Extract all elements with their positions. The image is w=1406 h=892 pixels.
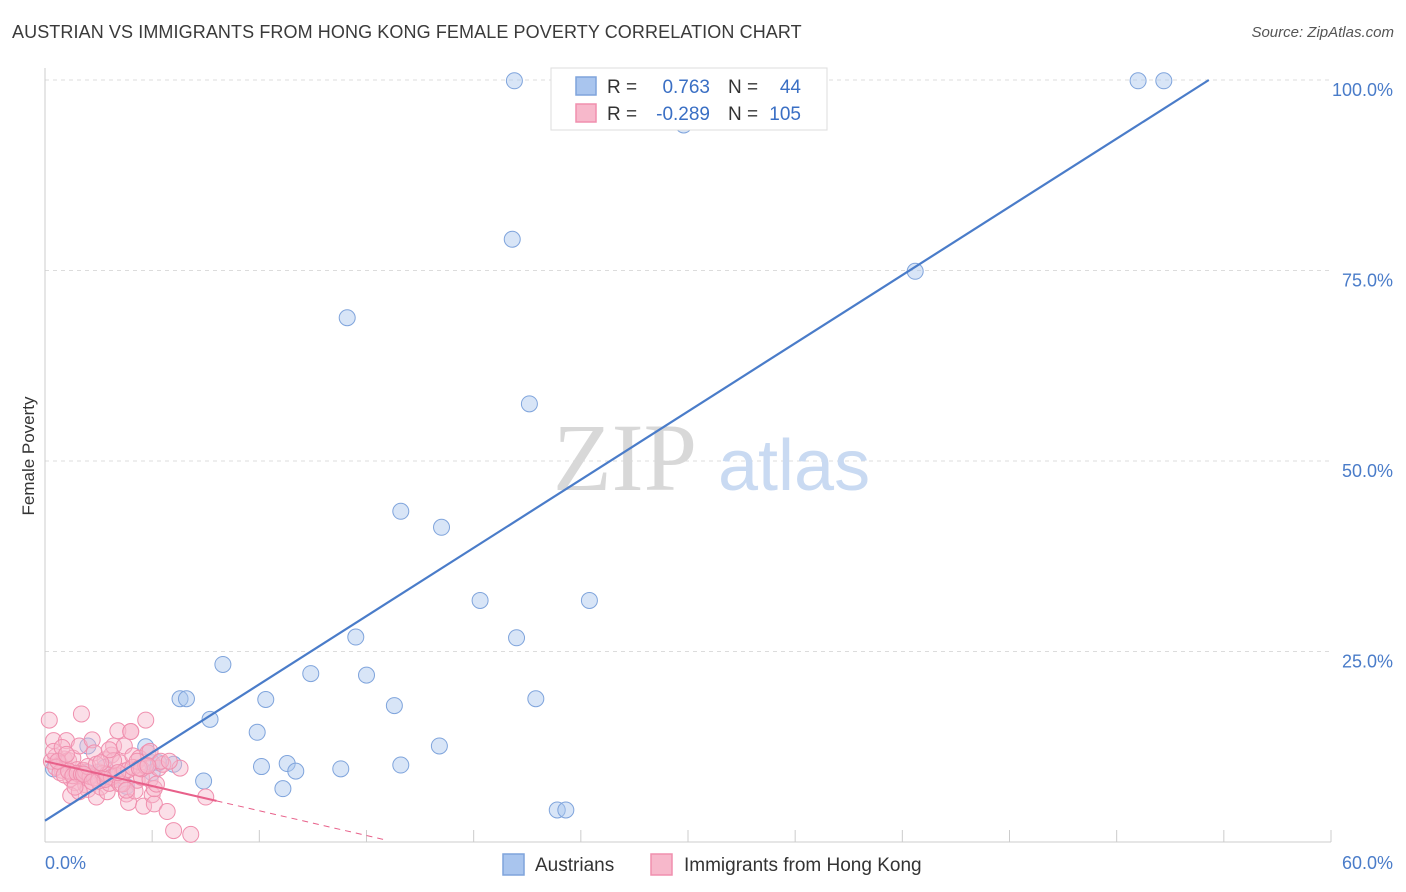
legend-swatch-austrians <box>502 853 525 876</box>
austrians-point <box>257 691 275 709</box>
stats-swatch-austrians <box>575 76 597 96</box>
austrians-point <box>332 760 350 778</box>
hongkong-point <box>147 775 165 793</box>
hongkong-point <box>158 803 176 821</box>
austrians-point <box>508 629 526 647</box>
grid-lines <box>45 79 1331 652</box>
y-tick-label: 50.0% <box>1342 461 1393 481</box>
austrians-point <box>252 758 270 776</box>
hongkong-point <box>45 742 63 760</box>
stats-n-label-austrians: N = <box>728 77 758 98</box>
stats-swatch-hongkong <box>575 103 597 123</box>
legend: Austrians Immigrants from Hong Kong <box>502 853 922 876</box>
austrians-point <box>358 666 375 684</box>
austrians-point <box>557 801 575 819</box>
austrians-point <box>385 697 403 715</box>
x-tick-label: 0.0% <box>45 853 86 873</box>
y-tick-label: 100.0% <box>1332 80 1393 100</box>
x-tick-label: 60.0% <box>1342 853 1393 873</box>
austrians-point <box>177 690 195 708</box>
austrians-point <box>520 395 538 413</box>
hongkong-point <box>117 781 135 799</box>
austrians-point <box>433 518 451 536</box>
austrians-point <box>195 772 213 790</box>
austrians-point <box>201 710 219 728</box>
y-axis-label: Female Poverty <box>19 396 38 516</box>
legend-label-hongkong: Immigrants from Hong Kong <box>684 855 922 876</box>
y-tick-label: 25.0% <box>1342 652 1393 672</box>
source-label: Source: ZipAtlas.com <box>1251 24 1394 41</box>
hongkong-point <box>145 795 163 813</box>
austrians-point <box>527 690 545 708</box>
stats-r-label-austrians: R = <box>607 77 637 98</box>
austrians-point <box>274 780 292 798</box>
austrians-point <box>302 665 320 683</box>
austrians-point <box>214 655 232 673</box>
austrians-point <box>79 737 97 755</box>
stats-r-value-austrians: 0.763 <box>662 77 710 98</box>
austrians-point <box>1129 72 1147 90</box>
hongkong-point <box>92 754 110 772</box>
hongkong-trend-extension <box>216 800 389 841</box>
hongkong-point <box>57 745 75 763</box>
hongkong-point <box>83 731 101 749</box>
austrians-point <box>248 723 266 741</box>
austrians-points <box>45 72 1173 819</box>
hongkong-point <box>109 722 127 740</box>
trend-lines <box>44 79 1210 841</box>
austrians-point <box>287 762 305 780</box>
austrians-point <box>1155 72 1173 90</box>
hongkong-point <box>137 711 155 729</box>
hongkong-point <box>165 822 183 840</box>
austrians-point <box>392 756 410 774</box>
stats-box: R = 0.763 N = 44 R = -0.289 N = 105 <box>550 67 828 131</box>
austrians-point <box>171 690 189 708</box>
austrians-point <box>505 72 523 90</box>
hongkong-point <box>139 757 157 775</box>
hongkong-points <box>40 705 215 843</box>
hongkong-point <box>72 705 90 723</box>
stats-r-label-hongkong: R = <box>607 104 637 125</box>
hongkong-trend-line <box>44 760 217 802</box>
legend-swatch-hongkong <box>650 853 673 876</box>
austrians-point <box>503 230 521 248</box>
austrians-trend-line <box>44 79 1210 822</box>
chart-title: AUSTRIAN VS IMMIGRANTS FROM HONG KONG FE… <box>12 22 802 42</box>
austrians-point <box>471 591 489 609</box>
x-tick-labels: 0.0% 60.0% <box>45 853 1393 873</box>
hongkong-point <box>152 752 170 770</box>
y-tick-label: 75.0% <box>1342 271 1393 291</box>
hongkong-point <box>135 797 153 815</box>
hongkong-point <box>42 752 60 770</box>
legend-label-austrians: Austrians <box>535 855 614 876</box>
stats-n-value-hongkong: 105 <box>769 104 801 125</box>
hongkong-point <box>100 741 118 759</box>
austrians-point <box>392 502 410 520</box>
hongkong-point <box>40 711 58 729</box>
hongkong-point <box>122 723 140 741</box>
watermark-atlas: atlas <box>718 426 870 506</box>
austrians-point <box>548 801 566 819</box>
hongkong-point <box>66 778 84 796</box>
hongkong-point <box>171 759 189 777</box>
austrians-point <box>347 628 365 646</box>
austrians-point <box>430 737 448 755</box>
stats-n-label-hongkong: N = <box>728 104 758 125</box>
austrians-point <box>338 309 356 327</box>
y-tick-labels: 25.0% 50.0% 75.0% 100.0% <box>1332 80 1393 672</box>
stats-r-value-hongkong: -0.289 <box>656 104 710 125</box>
hongkong-point <box>160 752 178 770</box>
stats-n-value-austrians: 44 <box>780 77 802 98</box>
hongkong-point <box>182 825 200 843</box>
austrians-point <box>580 591 598 609</box>
